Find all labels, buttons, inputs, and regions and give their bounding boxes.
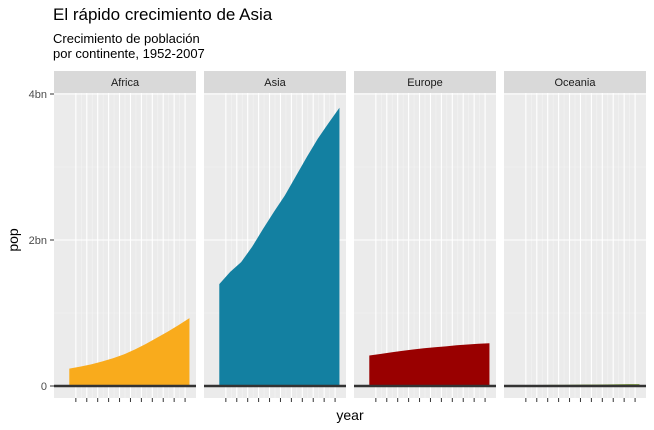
y-axis-title: pop: [5, 228, 21, 252]
y-axis: 0 2bn 4bn: [29, 89, 54, 393]
area-europe: [369, 343, 490, 386]
facet-panels: Africa Asia Europe Oceania: [54, 71, 646, 402]
area-asia: [219, 107, 340, 387]
facet-strip: [204, 71, 346, 93]
chart-subtitle-line-2: por continente, 1952-2007: [53, 46, 205, 61]
y-tick-label-2: 4bn: [29, 89, 47, 101]
facet-panel-asia: Asia: [204, 71, 346, 402]
chart-subtitle-line-1: Crecimiento de población: [53, 31, 200, 46]
facet-strip: [504, 71, 646, 93]
facet-strip-label: Europe: [407, 77, 442, 89]
facet-panel-africa: Africa: [54, 71, 196, 402]
facet-strip-label: Asia: [264, 77, 286, 89]
facet-strip-label: Oceania: [555, 77, 597, 89]
facet-strip: [54, 71, 196, 93]
facet-strip: [354, 71, 496, 93]
facet-panel-oceania: Oceania: [504, 71, 646, 402]
area-africa: [69, 318, 190, 386]
facet-panel-europe: Europe: [354, 71, 496, 402]
x-axis-title: year: [336, 407, 364, 423]
facet-strip-label: Africa: [111, 77, 140, 89]
y-tick-label-0: 0: [41, 381, 47, 393]
chart-title: El rápido crecimiento de Asia: [53, 5, 273, 24]
y-tick-label-1: 2bn: [29, 235, 47, 247]
